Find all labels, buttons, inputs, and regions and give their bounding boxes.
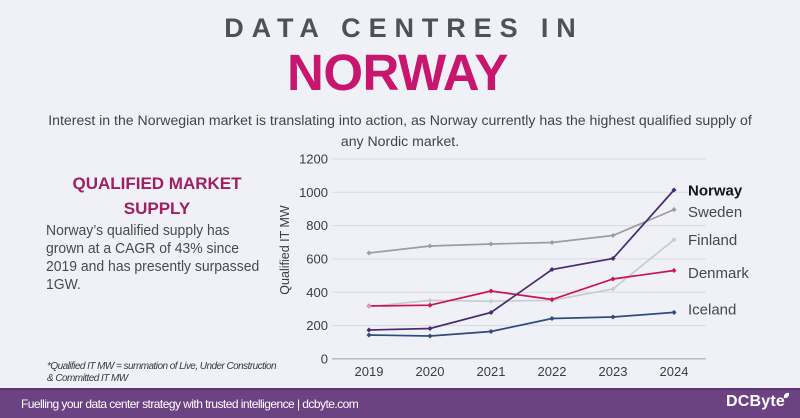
svg-text:2021: 2021 [477,364,506,379]
svg-text:Iceland: Iceland [688,302,736,319]
svg-text:2019: 2019 [355,364,384,379]
svg-text:0: 0 [321,351,328,366]
svg-text:Finland: Finland [688,232,737,249]
svg-text:Denmark: Denmark [688,265,749,282]
svg-text:2020: 2020 [416,364,445,379]
svg-text:2022: 2022 [538,364,567,379]
svg-text:1000: 1000 [299,185,328,200]
svg-text:2024: 2024 [660,364,689,379]
svg-text:Sweden: Sweden [688,204,742,221]
svg-text:800: 800 [306,218,328,233]
svg-text:1200: 1200 [299,152,328,167]
svg-text:600: 600 [306,252,328,267]
svg-text:Norway: Norway [688,183,743,200]
svg-text:2023: 2023 [599,364,628,379]
svg-text:200: 200 [306,318,328,333]
svg-text:400: 400 [306,285,328,300]
